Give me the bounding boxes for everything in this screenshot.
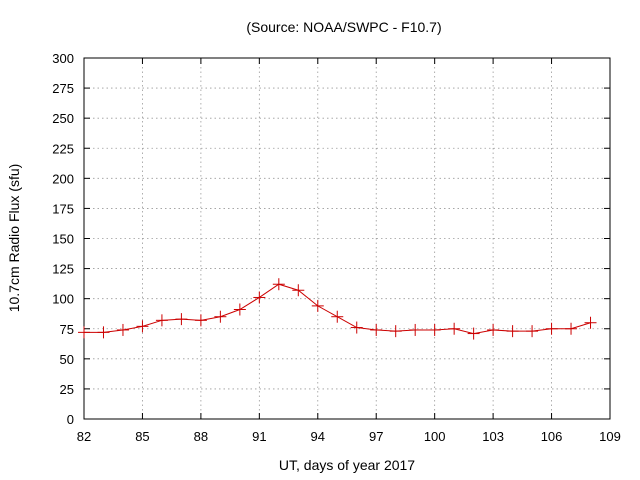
data-point bbox=[155, 314, 168, 327]
data-point bbox=[526, 325, 539, 338]
data-point bbox=[97, 326, 110, 339]
y-tick-label: 150 bbox=[52, 232, 74, 247]
data-point bbox=[389, 325, 402, 338]
data-point bbox=[272, 278, 285, 291]
data-point bbox=[311, 299, 324, 312]
x-tick-label: 91 bbox=[252, 429, 266, 444]
axis-ticks bbox=[83, 57, 611, 420]
data-point bbox=[136, 320, 149, 333]
y-tick-label: 175 bbox=[52, 201, 74, 216]
chart-title: (Source: NOAA/SWPC - F10.7) bbox=[246, 19, 441, 35]
series-layer bbox=[78, 278, 597, 340]
y-tick-label: 200 bbox=[52, 171, 74, 186]
x-tick-label: 94 bbox=[311, 429, 325, 444]
data-point bbox=[409, 323, 422, 336]
data-point bbox=[565, 322, 578, 335]
x-tick-label: 97 bbox=[369, 429, 383, 444]
data-point bbox=[487, 323, 500, 336]
data-point bbox=[292, 284, 305, 297]
data-point bbox=[214, 310, 227, 323]
data-point bbox=[116, 323, 129, 336]
data-point bbox=[78, 326, 90, 339]
y-tick-label: 275 bbox=[52, 81, 74, 96]
data-point bbox=[370, 323, 383, 336]
y-tick-label: 300 bbox=[52, 51, 74, 66]
y-axis-label: 10.7cm Radio Flux (sfu) bbox=[6, 164, 22, 313]
x-tick-label: 100 bbox=[424, 429, 446, 444]
data-point bbox=[331, 310, 344, 323]
data-point bbox=[584, 316, 597, 329]
data-point bbox=[253, 291, 266, 304]
y-tick-label: 100 bbox=[52, 292, 74, 307]
y-tick-label: 125 bbox=[52, 262, 74, 277]
y-tick-label: 50 bbox=[60, 352, 74, 367]
y-tick-label: 225 bbox=[52, 141, 74, 156]
data-point bbox=[194, 314, 207, 327]
plot-frame bbox=[83, 57, 611, 420]
data-point bbox=[175, 313, 188, 326]
y-tick-label: 75 bbox=[60, 322, 74, 337]
x-tick-label: 109 bbox=[599, 429, 621, 444]
grid-lines bbox=[84, 58, 610, 419]
data-point bbox=[350, 321, 363, 334]
y-tick-label: 25 bbox=[60, 382, 74, 397]
y-tick-label: 250 bbox=[52, 111, 74, 126]
data-point bbox=[448, 322, 461, 335]
x-tick-label: 106 bbox=[541, 429, 563, 444]
y-tick-labels: 0 25 50 75 100 125 150 175 200 225 250 275 300 bbox=[52, 51, 74, 427]
data-point bbox=[428, 323, 441, 336]
x-tick-label: 85 bbox=[135, 429, 149, 444]
x-tick-label: 82 bbox=[77, 429, 91, 444]
data-point bbox=[545, 322, 558, 335]
data-point bbox=[506, 325, 519, 338]
x-tick-label: 88 bbox=[194, 429, 208, 444]
x-axis-label: UT, days of year 2017 bbox=[279, 457, 415, 473]
x-tick-label: 103 bbox=[482, 429, 504, 444]
data-point bbox=[233, 303, 246, 316]
x-tick-labels: 82 85 88 91 94 97 100 103 106 109 bbox=[77, 429, 621, 444]
data-point bbox=[467, 327, 480, 340]
y-tick-label: 0 bbox=[67, 412, 74, 427]
series-line bbox=[84, 283, 591, 335]
